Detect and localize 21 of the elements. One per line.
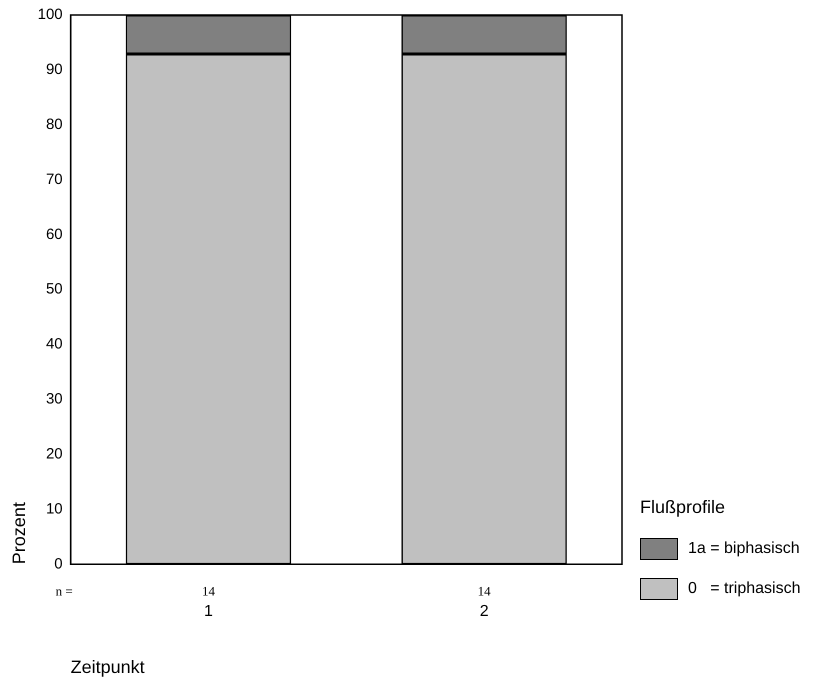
y-tick-label: 50: [46, 280, 63, 298]
text: 0 = triphasisch: [688, 580, 800, 598]
y-tick-label: 60: [46, 226, 63, 243]
y-tick-label: 70: [46, 170, 63, 188]
legend-title: Flußprofile: [640, 497, 726, 518]
y-tick-label: 90: [46, 61, 63, 78]
y-tick-label: 0: [54, 555, 63, 572]
y-tick-label: 10: [46, 500, 63, 518]
y-tick-label: 30: [46, 390, 63, 408]
x-tick-label: 2: [480, 603, 489, 620]
y-tick-label: 80: [46, 116, 63, 133]
y-axis-title: Prozent: [8, 502, 29, 564]
legend-label: 1a = biphasisch: [688, 540, 800, 558]
text: 14: [478, 584, 492, 599]
x-axis-title: Zeitpunkt: [70, 657, 145, 678]
y-tick-label: 100: [38, 6, 63, 24]
y-tick-label: 40: [46, 336, 63, 353]
x-tick-label: 1: [204, 603, 214, 620]
text: 14: [202, 584, 216, 599]
text: n =: [56, 584, 73, 599]
y-tick-label: 20: [46, 446, 63, 462]
